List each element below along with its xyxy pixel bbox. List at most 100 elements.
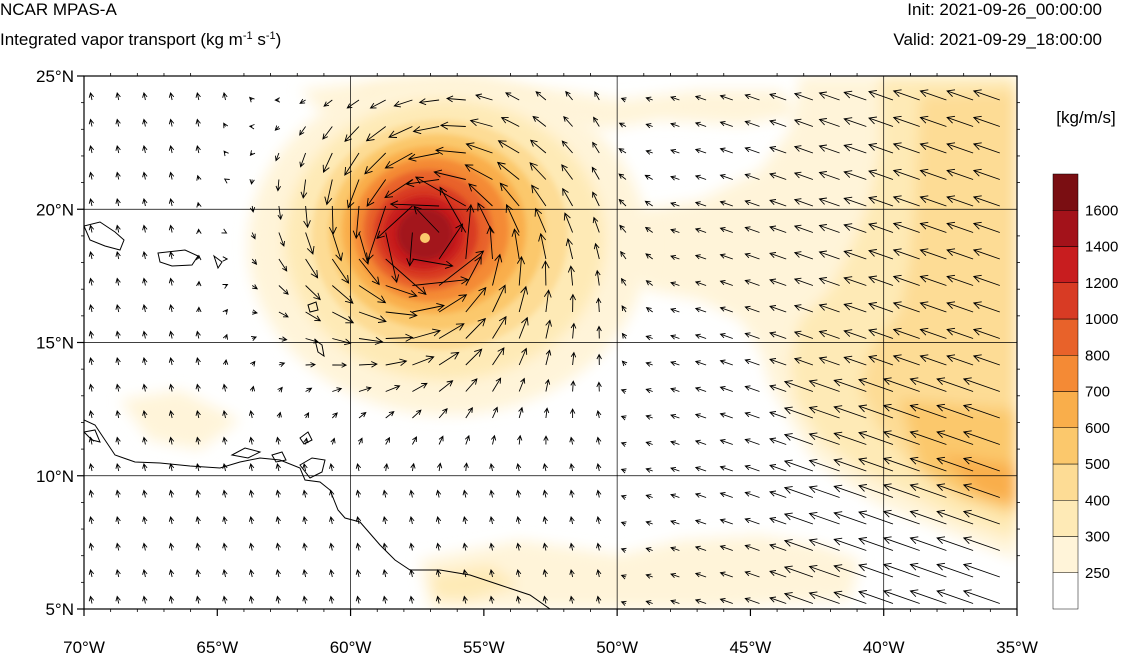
coastlines (84, 221, 551, 609)
wind-vector (529, 139, 547, 154)
wind-vector (868, 116, 894, 127)
wind-vector (331, 232, 343, 262)
wind-vector (168, 357, 175, 366)
wind-vector (793, 145, 814, 154)
wind-vector (744, 226, 760, 233)
wind-vector (492, 406, 498, 419)
wind-vector (882, 456, 920, 472)
wind-vector (142, 357, 148, 366)
wind-vector (882, 430, 920, 445)
wind-vector (195, 542, 201, 551)
wind-vector (385, 285, 418, 298)
wind-vector (620, 547, 627, 553)
wind-vector (909, 403, 947, 419)
wind-vector (595, 297, 602, 313)
figure-subtitle: Integrated vapor transport (kg m-1 s-1) (0, 30, 282, 49)
wind-vector (843, 143, 867, 154)
wind-vector (385, 410, 395, 419)
wind-vector (858, 590, 894, 604)
wind-vector (142, 542, 148, 551)
wind-vector (843, 249, 867, 260)
wind-vector (833, 378, 867, 392)
wind-vector (88, 383, 95, 392)
wind-vector (744, 93, 760, 101)
wind-vector (621, 360, 628, 367)
wind-vector (818, 118, 840, 127)
wind-vector (462, 489, 468, 498)
lat-tick-label: 5°N (45, 600, 74, 619)
wind-vector (275, 152, 280, 162)
wind-vector (168, 489, 175, 498)
wind-vector (892, 168, 920, 180)
lon-tick-label: 35°W (996, 638, 1038, 657)
wind-vector (302, 569, 308, 578)
wind-vector (567, 265, 575, 286)
wind-vector (465, 406, 473, 419)
colorbar-tick-label: 1000 (1085, 311, 1118, 328)
wind-vector (496, 161, 520, 180)
wind-vector (946, 142, 974, 154)
wind-vector (919, 301, 947, 313)
wind-vector (142, 118, 148, 127)
wind-vector (962, 430, 1000, 445)
wind-vector (357, 437, 363, 445)
wind-vector (868, 196, 894, 207)
wind-vector (618, 198, 627, 207)
wind-vector (249, 179, 255, 185)
wind-vector (382, 569, 388, 578)
wind-vector (919, 354, 947, 366)
wind-vector (250, 232, 256, 240)
wind-vector (909, 509, 947, 525)
wind-vector (168, 595, 175, 604)
wind-vector (620, 277, 627, 286)
wind-vector (719, 280, 733, 286)
wind-vector (195, 118, 201, 127)
wind-vector (919, 274, 947, 286)
wind-vector (744, 517, 760, 525)
wind-vector (593, 116, 600, 127)
wind-vector (543, 435, 549, 445)
colorbar-unit: [kg/m/s] (1056, 108, 1116, 127)
wind-vector (833, 537, 867, 551)
wind-vector (511, 228, 520, 260)
wind-vector (142, 277, 148, 286)
colorbar-box (1052, 572, 1079, 610)
wind-vector (694, 598, 707, 604)
wind-vector (355, 542, 362, 551)
wind-vector (569, 463, 575, 472)
wind-vector (936, 403, 974, 419)
wind-vector (168, 304, 175, 313)
wind-vector (919, 115, 947, 127)
wind-vector (195, 145, 201, 154)
wind-vector (972, 89, 1000, 101)
wind-vector (909, 430, 947, 445)
wind-vector (88, 330, 95, 339)
wind-vector (88, 410, 95, 419)
wind-vector (719, 121, 733, 127)
wind-vector (490, 434, 497, 445)
wind-vector (618, 173, 627, 180)
wind-vector (276, 411, 282, 419)
wind-vector (592, 141, 600, 154)
wind-vector (88, 171, 95, 180)
wind-vector (644, 226, 653, 233)
wind-vector (620, 388, 627, 394)
colorbar-box (1052, 463, 1079, 501)
wind-vector (833, 590, 867, 604)
wind-vector (719, 227, 733, 233)
wind-vector (305, 232, 315, 255)
wind-vector (858, 431, 894, 445)
wind-vector (142, 171, 148, 180)
wind-vector (793, 330, 814, 339)
wind-vector (462, 569, 468, 578)
wind-vector (518, 285, 529, 313)
wind-vector (142, 224, 148, 233)
wind-vector (670, 413, 680, 420)
wind-vector (115, 542, 121, 551)
wind-vector (499, 182, 520, 207)
wind-vector (358, 258, 380, 286)
wind-vector (142, 410, 148, 419)
wind-vector (409, 569, 415, 578)
wind-vector (719, 412, 733, 419)
lat-tick-label: 10°N (36, 467, 74, 486)
